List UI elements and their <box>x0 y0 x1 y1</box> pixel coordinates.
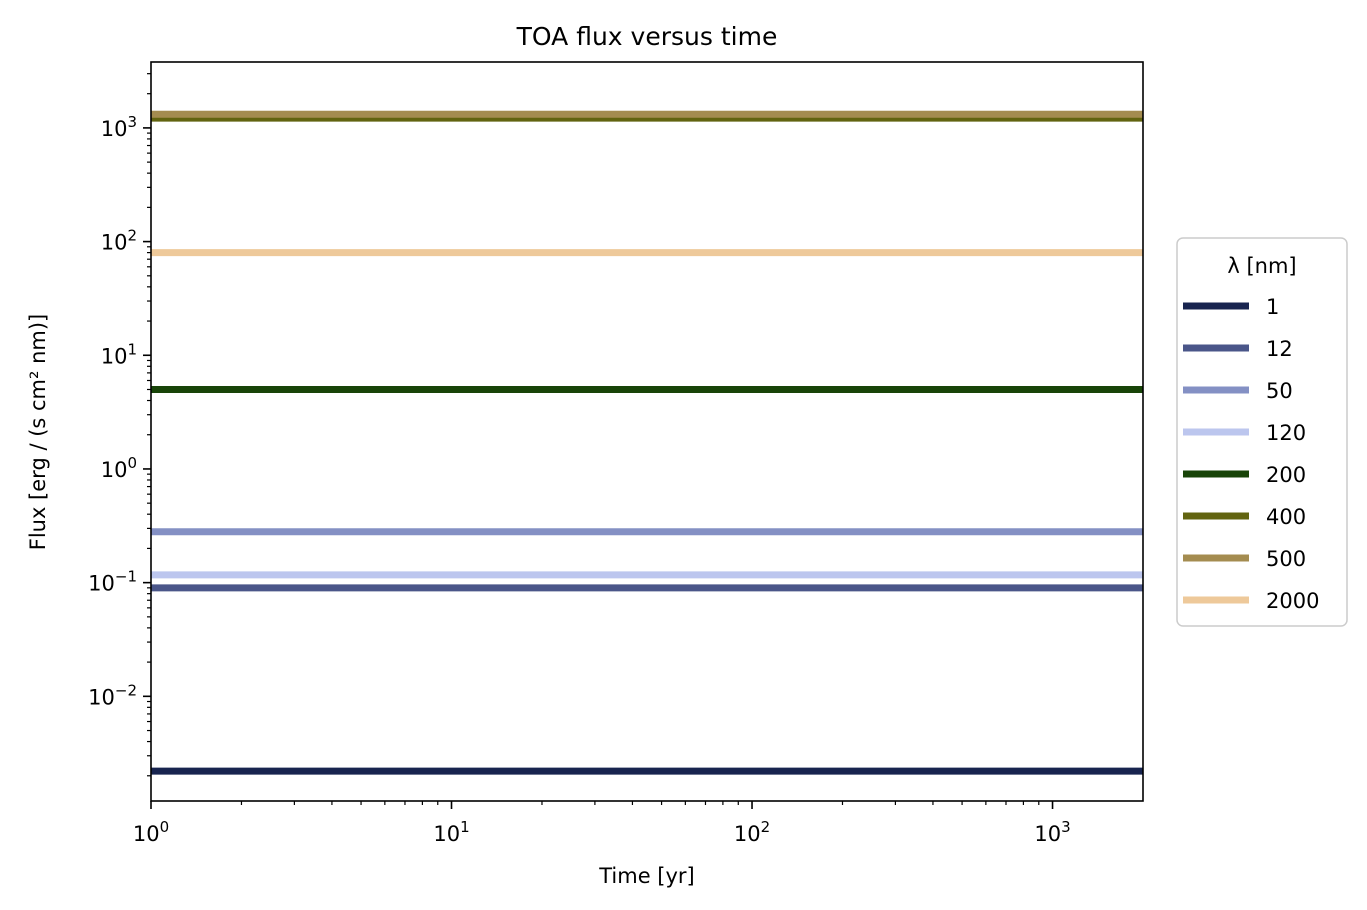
x-tick-label: 102 <box>734 818 770 846</box>
x-tick-label: 101 <box>433 818 469 846</box>
legend: λ [nm] 1 12 50 120 200 400 500 2000 <box>1176 237 1348 627</box>
x-tick-label: 103 <box>1034 818 1070 846</box>
y-tick-label: 10−2 <box>88 681 137 709</box>
legend-label-1: 1 <box>1266 295 1279 319</box>
x-axis-ticks: 100 101 102 103 <box>133 801 1071 846</box>
y-tick-label: 103 <box>101 113 137 141</box>
plot-frame <box>150 61 1144 802</box>
y-tick-label: 10−1 <box>88 568 137 596</box>
legend-title: λ [nm] <box>1227 254 1296 278</box>
legend-label-200: 200 <box>1266 463 1306 487</box>
y-axis-ticks: 10−2 10−1 100 101 102 103 <box>88 113 151 709</box>
legend-frame <box>1176 237 1348 627</box>
x-axis-title: Time [yr] <box>598 864 695 888</box>
legend-label-50: 50 <box>1266 379 1293 403</box>
legend-label-2000: 2000 <box>1266 589 1319 613</box>
y-axis-title: Flux [erg / (s cm² nm)] <box>26 314 50 551</box>
x-tick-label: 100 <box>133 818 169 846</box>
y-tick-label: 101 <box>101 340 137 368</box>
chart-title: TOA flux versus time <box>516 22 778 51</box>
legend-label-500: 500 <box>1266 547 1306 571</box>
series-layer <box>151 110 1143 775</box>
legend-label-400: 400 <box>1266 505 1306 529</box>
legend-label-120: 120 <box>1266 421 1306 445</box>
y-tick-label: 102 <box>101 227 137 255</box>
y-tick-label: 100 <box>101 454 137 482</box>
minor-ticks <box>147 73 1040 805</box>
legend-items: 1 12 50 120 200 400 500 2000 <box>1183 295 1319 613</box>
legend-label-12: 12 <box>1266 337 1293 361</box>
